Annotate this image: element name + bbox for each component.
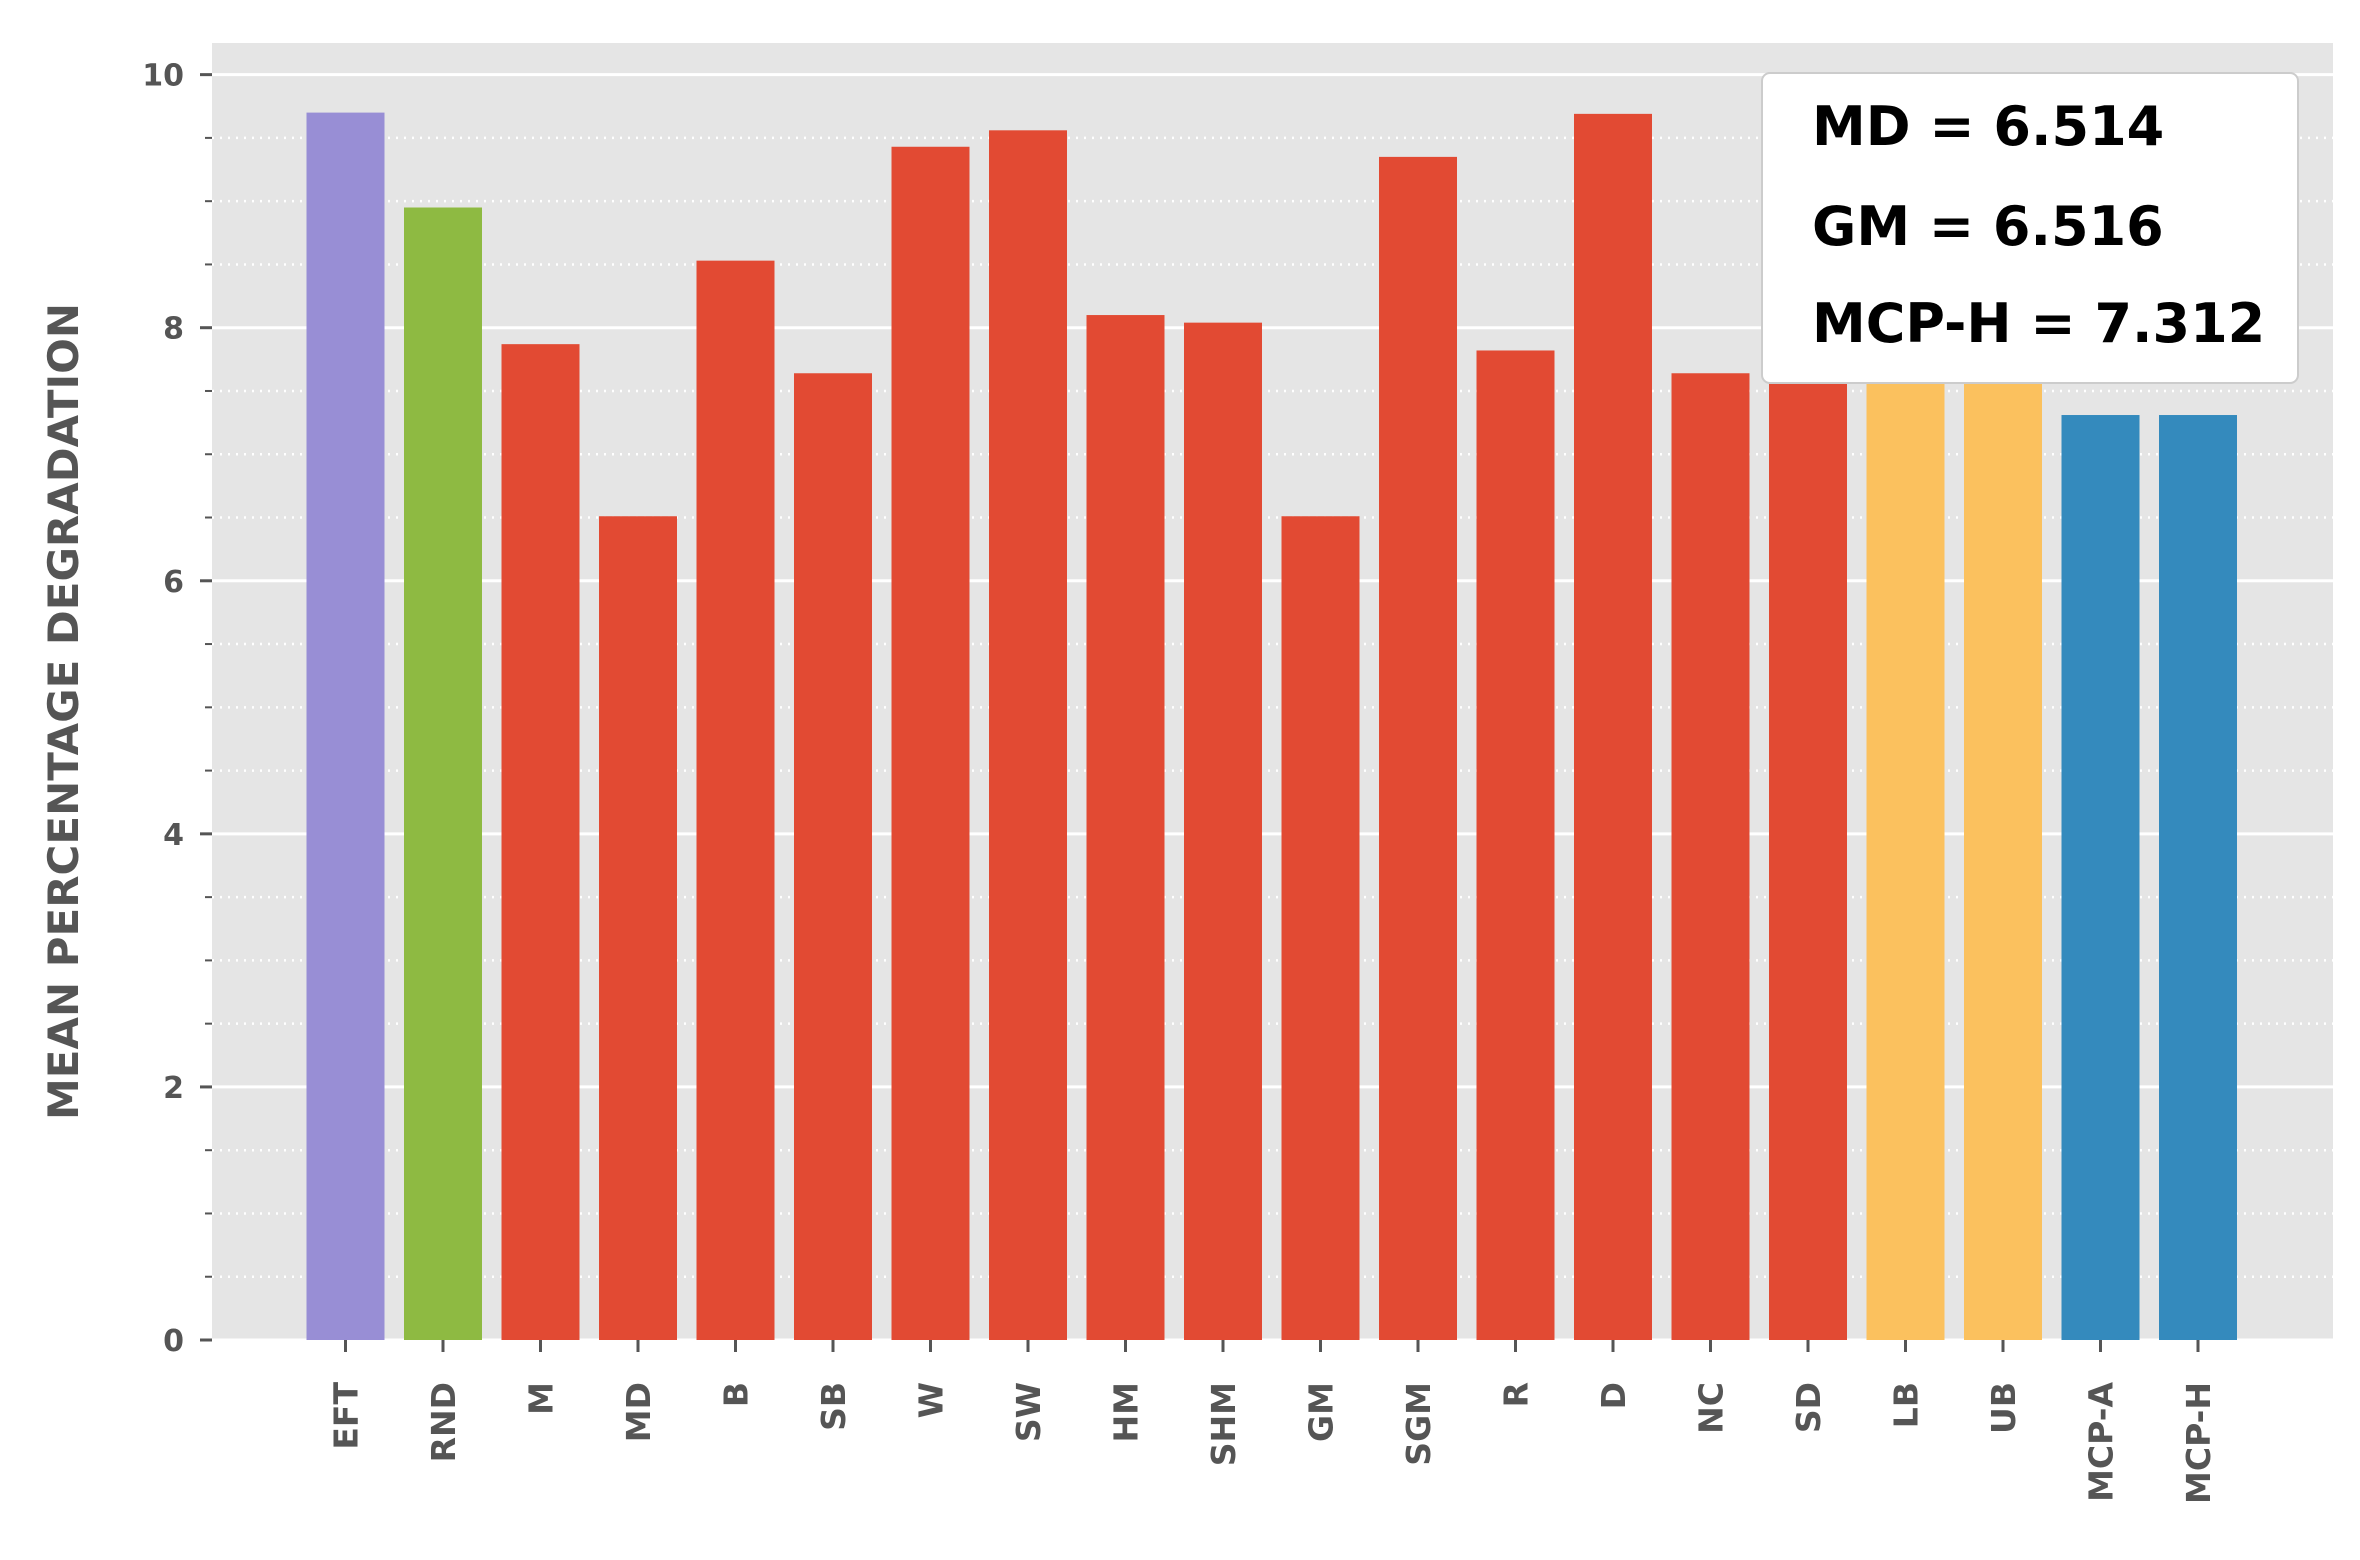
x-tick-label: EFT	[327, 1382, 366, 1450]
bar-shm	[1184, 322, 1262, 1340]
annotation-line-1: MD = 6.514	[1812, 95, 2164, 158]
bar-hm	[1086, 315, 1165, 1340]
x-tick-label: SW	[1009, 1382, 1048, 1442]
bar-mcp-a	[2061, 415, 2140, 1340]
annotation-box-frame	[1761, 72, 2299, 384]
y-tick-label: 8	[163, 312, 184, 347]
x-tick-label: SD	[1789, 1382, 1828, 1433]
y-tick-label: 0	[163, 1324, 184, 1359]
y-tick-label: 6	[163, 565, 184, 600]
x-tick-label: SGM	[1399, 1382, 1438, 1466]
x-tick-label: SB	[814, 1382, 853, 1431]
x-tick-label: MCP-A	[2082, 1382, 2121, 1502]
bar-w	[891, 146, 970, 1340]
x-tick-label: RND	[424, 1382, 463, 1462]
bar-mcp-h	[2159, 415, 2237, 1340]
bar-gm	[1281, 516, 1360, 1340]
x-tick-label: NC	[1692, 1382, 1731, 1434]
x-tick-label: MD	[619, 1382, 658, 1442]
x-tick-label: W	[912, 1382, 951, 1418]
bar-r	[1476, 350, 1555, 1341]
bar-md	[599, 516, 677, 1340]
bar-nc	[1671, 373, 1750, 1340]
bar-rnd	[404, 207, 482, 1340]
bar-eft	[306, 112, 385, 1341]
annotation-line-3: MCP-H = 7.312	[1812, 292, 2265, 355]
x-tick-label: R	[1497, 1382, 1536, 1407]
x-tick-label: LB	[1887, 1382, 1926, 1428]
x-tick-label: UB	[1984, 1382, 2023, 1434]
annotation-box: MD = 6.514 GM = 6.516 MCP-H = 7.312	[1761, 72, 2299, 384]
bar-ub	[1964, 365, 2042, 1340]
x-tick-label: HM	[1107, 1382, 1146, 1442]
y-tick-label: 10	[142, 59, 184, 94]
x-tick-label: D	[1594, 1382, 1633, 1409]
bars	[306, 112, 2237, 1341]
bar-d	[1574, 113, 1652, 1341]
annotation-line-2: GM = 6.516	[1812, 195, 2164, 258]
bar-sw	[989, 130, 1067, 1340]
x-axis: EFT RND M MD B SB W SW HM SHM GM SGM R D NC SD LB UB MCP-A…	[327, 1340, 2218, 1504]
y-axis-label: MEAN PERCENTAGE DEGRADATION	[39, 303, 88, 1120]
x-tick-label: SHM	[1204, 1382, 1243, 1466]
x-tick-label: GM	[1302, 1382, 1341, 1442]
bar-sb	[794, 373, 872, 1340]
x-tick-label: MCP-H	[2179, 1382, 2218, 1504]
bar-sgm	[1379, 156, 1457, 1340]
bar-b	[696, 260, 775, 1340]
bar-m	[501, 344, 580, 1340]
y-tick-label: 4	[163, 818, 184, 853]
bar-lb	[1866, 365, 1945, 1340]
y-tick-label: 2	[163, 1071, 184, 1106]
x-tick-label: B	[717, 1382, 756, 1407]
bar-sd	[1769, 382, 1847, 1340]
y-axis: 0 2 4 6 8 10	[142, 59, 212, 1359]
x-tick-label: M	[522, 1382, 561, 1415]
